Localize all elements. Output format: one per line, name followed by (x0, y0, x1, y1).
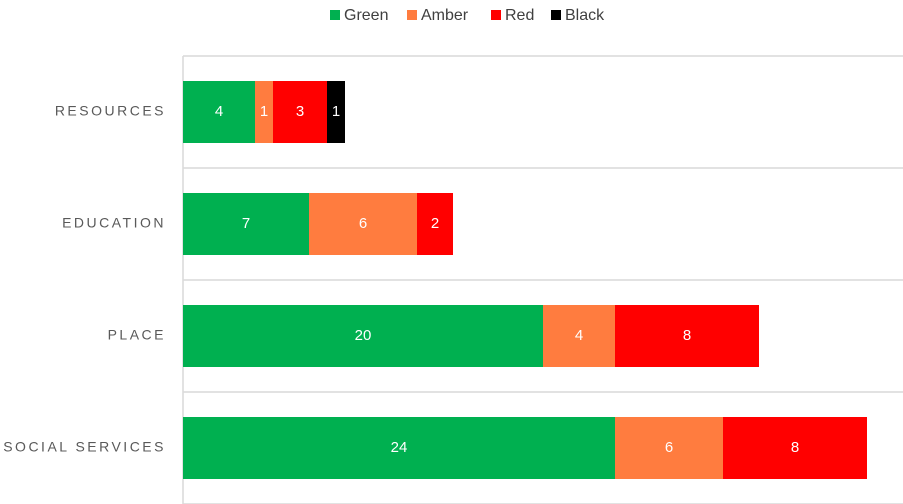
bar-segment (417, 193, 453, 255)
bar-segment (183, 81, 255, 143)
data-label: 6 (665, 439, 673, 456)
data-label: 3 (296, 103, 304, 120)
data-label: 1 (332, 103, 340, 120)
bar-segment (255, 81, 273, 143)
bar-segment (183, 305, 543, 367)
data-label: 2 (431, 215, 439, 232)
data-label: 7 (242, 215, 250, 232)
data-label: 24 (391, 439, 408, 456)
legend-label: Black (565, 7, 605, 24)
category-label: SOCIAL SERVICES (3, 439, 166, 455)
bar-segment (183, 417, 615, 479)
bar-segment (183, 193, 309, 255)
bar-segment (615, 305, 759, 367)
data-label: 8 (683, 327, 691, 344)
data-label: 1 (260, 103, 268, 120)
legend-label: Amber (421, 7, 469, 24)
category-label: RESOURCES (55, 103, 166, 119)
legend-swatch (551, 10, 561, 20)
bar-segment (309, 193, 417, 255)
bar-segment (273, 81, 327, 143)
legend-swatch (330, 10, 340, 20)
legend-swatch (407, 10, 417, 20)
legend-label: Red (505, 7, 534, 24)
bar-segment (723, 417, 867, 479)
legend-swatch (491, 10, 501, 20)
bar-segment (615, 417, 723, 479)
data-label: 6 (359, 215, 367, 232)
data-label: 20 (355, 327, 372, 344)
data-label: 8 (791, 439, 799, 456)
category-label: EDUCATION (62, 215, 166, 231)
data-label: 4 (575, 327, 583, 344)
data-label: 4 (215, 103, 223, 120)
bar-segment (327, 81, 345, 143)
bar-segment (543, 305, 615, 367)
category-label: PLACE (108, 327, 166, 343)
legend-label: Green (344, 7, 388, 24)
